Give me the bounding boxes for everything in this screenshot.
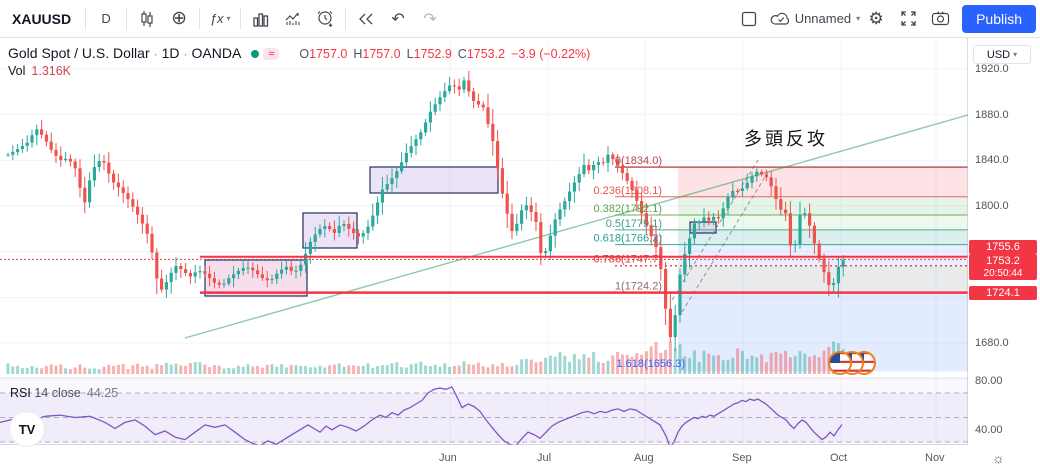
interval-button[interactable]: D — [101, 11, 111, 26]
forecast-templates-icon[interactable] — [279, 5, 307, 33]
ohlc-open-label: O — [299, 47, 310, 61]
time-scale[interactable]: ☼ Jun Jul Aug Sep Oct Nov — [0, 445, 1040, 471]
timezone-settings-icon[interactable]: ☼ — [992, 450, 1005, 466]
svg-text:0.5(1779.1): 0.5(1779.1) — [606, 218, 662, 230]
chart-style-candles-icon[interactable] — [133, 5, 161, 33]
toolbar-separator — [126, 7, 128, 30]
time-axis-month-label: Aug — [634, 452, 654, 464]
ohlc-low-label: L — [406, 47, 414, 61]
price-axis-tick: 80.00 — [975, 375, 1003, 387]
market-status-dot — [251, 49, 260, 58]
toolbar-separator — [345, 7, 347, 30]
legend-exchange: OANDA — [191, 45, 242, 61]
chevron-down-icon: ▾ — [1013, 50, 1018, 59]
top-toolbar: XAUUSD D ⊕ ƒx ▾ ↶ ↷ Unnamed — [0, 0, 1040, 38]
layout-select-icon[interactable] — [735, 5, 763, 33]
symbol-search-button[interactable]: XAUUSD — [12, 10, 72, 27]
svg-text:0.618(1766.2): 0.618(1766.2) — [594, 233, 663, 245]
bar-replay-icon[interactable] — [352, 5, 380, 33]
price-axis-tick: 40.00 — [975, 424, 1003, 436]
redo-icon[interactable]: ↷ — [423, 10, 437, 28]
time-axis-month-label: Jul — [537, 452, 552, 464]
legend-interval: 1D — [161, 45, 180, 61]
ohlc-open: 1757.0 — [309, 47, 348, 61]
svg-text:0(1834.0): 0(1834.0) — [615, 155, 662, 167]
price-axis-tick: 1880.0 — [975, 109, 1009, 121]
time-axis-month-label: Oct — [830, 452, 848, 464]
ohlc-high: 1757.0 — [362, 47, 401, 61]
price-axis-tick: 1680.0 — [975, 337, 1009, 349]
fundamentals-columns-icon[interactable] — [247, 5, 275, 33]
volume-value: 1.316K — [31, 64, 72, 78]
price-scale[interactable]: USD ▾ 1755.6 1753.2 20:50:44 1724.1 1920.… — [968, 38, 1040, 471]
price-line-badge-high: 1755.6 — [969, 240, 1037, 254]
price-axis-tick: 1920.0 — [975, 63, 1009, 75]
chevron-down-icon[interactable]: ▾ — [856, 14, 861, 23]
volume-label: Vol — [8, 64, 26, 78]
rsi-label: RSI — [10, 386, 31, 400]
compare-add-icon[interactable]: ⊕ — [171, 8, 188, 29]
bar-countdown: 20:50:44 — [983, 268, 1023, 279]
rsi-value: 44.25 — [86, 386, 119, 400]
symbol-legend[interactable]: Gold Spot / U.S. Dollar · 1D · OANDA ≈ O1757.0… — [8, 45, 591, 61]
alert-clock-icon[interactable] — [311, 5, 339, 33]
undo-icon[interactable]: ↶ — [391, 10, 405, 28]
svg-text:0.382(1792.1): 0.382(1792.1) — [594, 203, 663, 215]
layout-name-label[interactable]: Unnamed — [794, 11, 852, 26]
last-price-badge: 1753.2 20:50:44 — [969, 254, 1037, 280]
price-axis-tick: 1800.0 — [975, 200, 1009, 212]
ohlc-close: 1753.2 — [466, 47, 506, 61]
cloud-save-icon[interactable] — [767, 5, 795, 33]
rsi-legend[interactable]: RSI 14 close 44.25 — [10, 386, 118, 400]
svg-text:0.786(1747.7): 0.786(1747.7) — [594, 254, 663, 266]
svg-text:0.236(1808.1): 0.236(1808.1) — [594, 185, 663, 197]
currency-selector[interactable]: USD ▾ — [973, 45, 1031, 64]
svg-text:1.618(1656.3): 1.618(1656.3) — [617, 358, 686, 370]
time-axis-month-label: Sep — [732, 452, 752, 464]
time-axis-month-label: Jun — [439, 452, 457, 464]
last-price-value: 1753.2 — [986, 255, 1020, 267]
symbol-title: Gold Spot / U.S. Dollar — [8, 45, 150, 61]
price-axis-tick: 1840.0 — [975, 154, 1009, 166]
ohlc-low: 1752.9 — [413, 47, 452, 61]
time-axis-month-label: Nov — [925, 452, 945, 464]
indicators-fx-icon[interactable]: ƒx ▾ — [209, 11, 231, 26]
rsi-params: 14 close — [34, 386, 81, 400]
toolbar-separator — [199, 7, 201, 30]
camera-snapshot-icon[interactable] — [926, 5, 954, 33]
delayed-data-badge[interactable]: ≈ — [263, 48, 280, 60]
svg-text:1(1724.2): 1(1724.2) — [615, 281, 662, 293]
publish-button[interactable]: Publish — [962, 4, 1036, 33]
price-line-badge-low: 1724.1 — [969, 286, 1037, 300]
settings-gear-icon[interactable]: ⚙ — [868, 8, 884, 28]
ohlc-change: −3.9 (−0.22%) — [511, 47, 591, 61]
ohlc-close-label: C — [457, 47, 467, 61]
tradingview-logo[interactable]: TV — [10, 412, 44, 446]
volume-legend[interactable]: Vol 1.316K — [8, 64, 71, 78]
text-annotation[interactable]: 多頭反攻 — [744, 129, 828, 149]
ohlc-high-label: H — [353, 47, 363, 61]
fullscreen-icon[interactable] — [894, 5, 922, 33]
toolbar-separator — [85, 7, 87, 30]
toolbar-separator — [240, 7, 242, 30]
